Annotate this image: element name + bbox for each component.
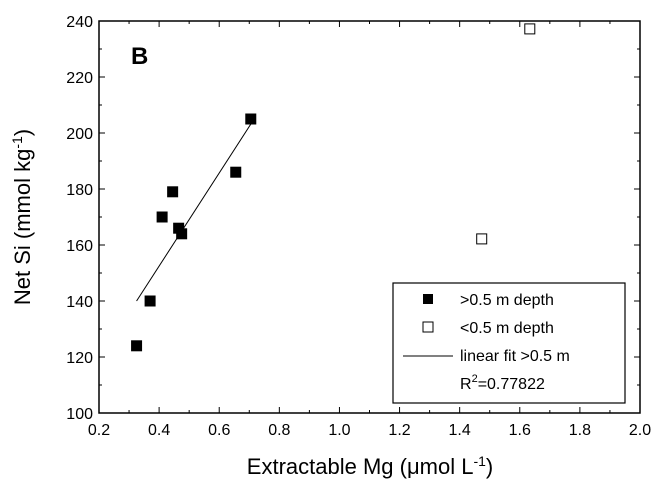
data-point-deep — [156, 211, 168, 223]
y-tick-label: 120 — [66, 350, 93, 367]
x-tick-label: 1.4 — [449, 422, 471, 439]
x-tick-label: 1.0 — [328, 422, 350, 439]
x-tick-label: 0.2 — [88, 422, 110, 439]
x-tick-label: 1.2 — [388, 422, 410, 439]
linear-fit-line — [136, 121, 253, 302]
data-point-deep — [230, 166, 242, 178]
legend-marker-open-square — [422, 321, 434, 333]
data-points — [131, 23, 536, 352]
y-tick-label: 140 — [66, 294, 93, 311]
axis-ticks — [98, 20, 641, 414]
y-tick-label: 160 — [66, 238, 93, 255]
y-tick-label: 240 — [66, 14, 93, 31]
legend: >0.5 m depth <0.5 m depth linear fit >0.… — [392, 282, 626, 404]
r-squared-annotation: R2=0.77822 — [460, 373, 545, 393]
x-tick-label: 0.6 — [208, 422, 230, 439]
y-tick-label: 220 — [66, 70, 93, 87]
x-tick-label: 1.8 — [569, 422, 591, 439]
legend-marker-filled-square — [423, 294, 433, 304]
x-axis-label: Extractable Mg (μmol L-1) — [247, 453, 493, 479]
legend-label-shallow: <0.5 m depth — [460, 320, 554, 337]
y-tick-label: 100 — [66, 406, 93, 423]
x-tick-labels: 0.2 0.4 0.6 0.8 1.0 1.2 1.4 1.6 1.8 2.0 — [88, 422, 651, 439]
data-point-deep — [167, 186, 179, 198]
data-point-deep — [176, 228, 188, 240]
legend-label-fit: linear fit >0.5 m — [460, 348, 570, 365]
legend-label-deep: >0.5 m depth — [460, 292, 554, 309]
x-tick-label: 0.8 — [268, 422, 290, 439]
data-point-deep — [245, 113, 257, 125]
data-point-deep — [131, 340, 143, 352]
y-tick-label: 180 — [66, 182, 93, 199]
x-tick-label: 0.4 — [148, 422, 170, 439]
y-axis-label: Net Si (mmol kg-1) — [9, 129, 35, 305]
data-point-deep — [173, 222, 185, 234]
data-point-deep — [144, 295, 156, 307]
data-point-shallow — [524, 23, 536, 35]
x-tick-label: 2.0 — [629, 422, 651, 439]
fit-line-group — [136, 121, 253, 302]
data-point-shallow — [476, 233, 488, 245]
y-tick-label: 200 — [66, 126, 93, 143]
x-tick-label: 1.6 — [509, 422, 531, 439]
y-tick-labels: 100 120 140 160 180 200 220 240 — [66, 14, 93, 423]
panel-label: B — [131, 43, 148, 70]
